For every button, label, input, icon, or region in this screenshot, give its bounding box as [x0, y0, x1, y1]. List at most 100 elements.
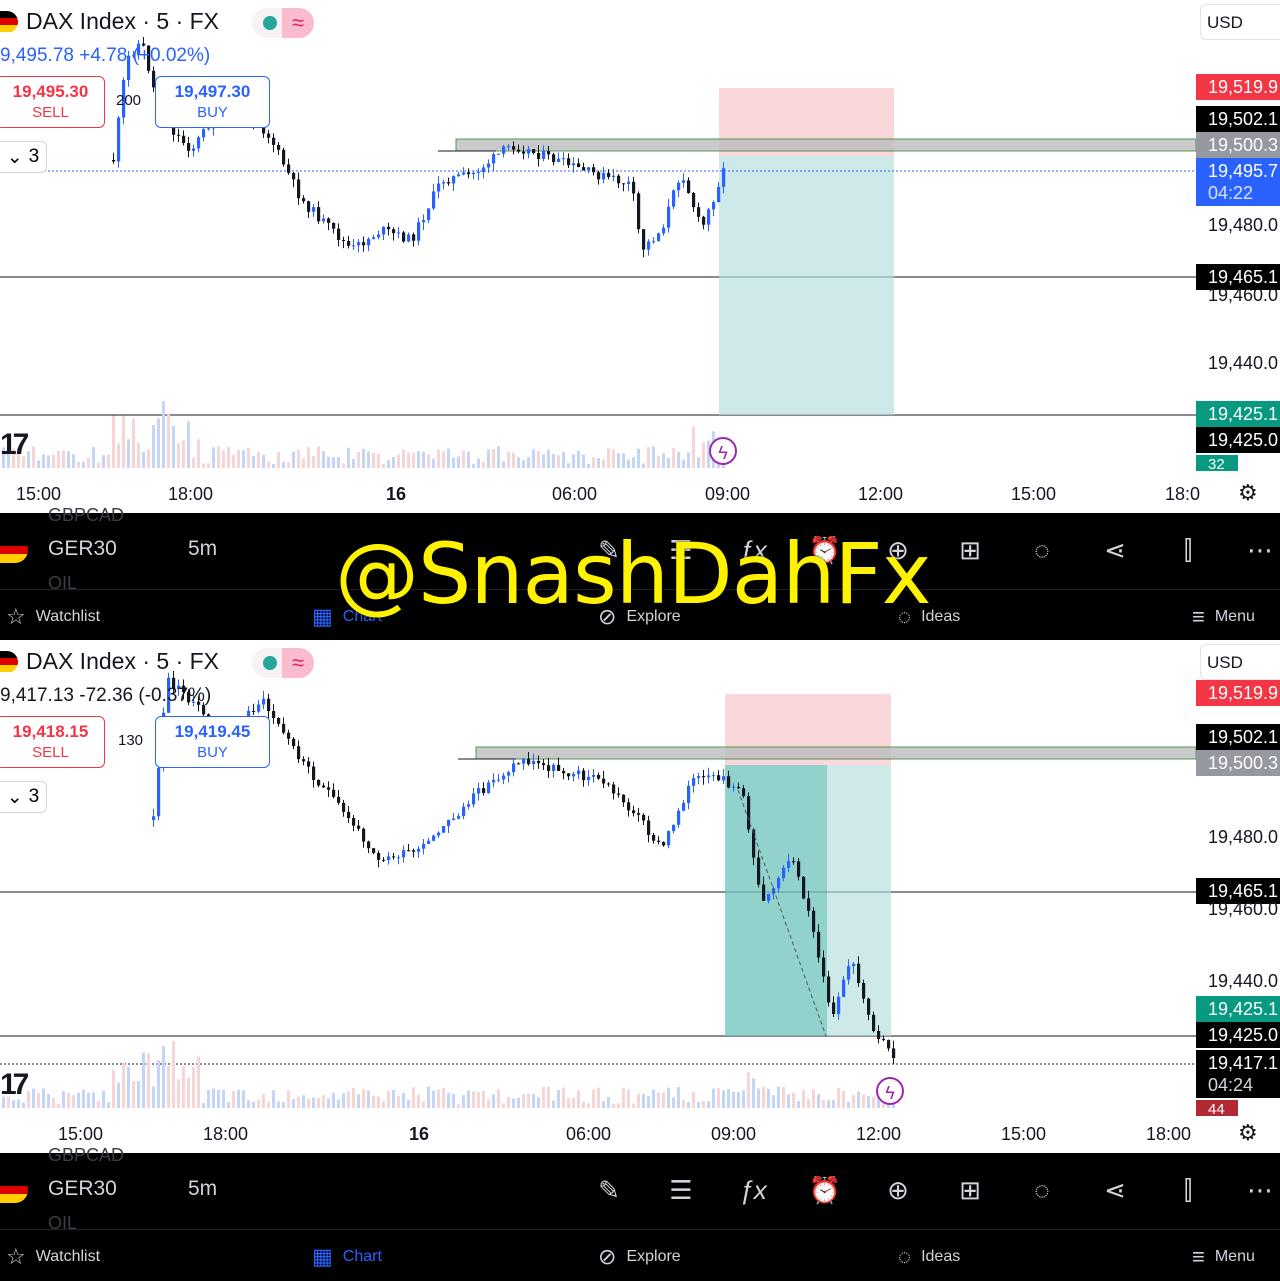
symbol-title[interactable]: DAX Index · 5 · FX — [0, 648, 219, 675]
nav-watchlist[interactable]: ☆ Watchlist — [6, 604, 101, 629]
volume-bar — [127, 439, 130, 468]
indicators-toggle[interactable]: ⌄ 3 — [0, 781, 47, 813]
candle-body — [562, 158, 566, 160]
chart-panel-top[interactable]: DAX Index · 5 · FX ≈ 9,495.78 +4.78 (+0.… — [0, 0, 1280, 513]
fx-icon[interactable]: ƒx — [739, 1175, 767, 1205]
market-status-pill[interactable]: ≈ — [252, 8, 314, 38]
price-label: 19,502.1 — [1196, 106, 1280, 132]
symbol-selector[interactable]: GER30 — [48, 537, 117, 560]
candle-body — [777, 878, 781, 889]
candle-body — [727, 776, 731, 788]
indicators-toggle[interactable]: ⌄ 3 — [0, 141, 47, 173]
candle-body — [282, 723, 286, 733]
nav-menu[interactable]: ≡ Menu — [1192, 1244, 1255, 1269]
volume-bar — [562, 1087, 565, 1108]
symbol-title[interactable]: DAX Index · 5 · FX — [0, 8, 219, 35]
candles-icon[interactable]: ⫿ — [1183, 1175, 1193, 1205]
lightning-icon[interactable]: ϟ — [709, 437, 737, 465]
nav-explore[interactable]: ⊘ Explore — [598, 1244, 681, 1269]
plus-circle-icon[interactable]: ⊕ — [887, 535, 909, 565]
price-label: 19,500.3 — [1196, 750, 1280, 776]
nav-chart[interactable]: ▦ Chart — [312, 604, 382, 629]
volume-bar — [787, 1094, 790, 1108]
compass-icon: ⊘ — [598, 604, 617, 629]
candles-icon[interactable]: ⫿ — [1183, 535, 1193, 565]
candle-body — [367, 841, 371, 849]
market-status-pill[interactable]: ≈ — [252, 648, 314, 678]
bulb-icon[interactable]: ◌ — [1034, 535, 1050, 565]
timeframe-selector[interactable]: 5m — [188, 537, 218, 560]
candle-body — [152, 70, 156, 88]
volume-bar — [452, 1093, 455, 1108]
candle-body — [642, 229, 646, 250]
volume-bar — [357, 1094, 360, 1108]
candle-body — [352, 245, 356, 247]
sell-button[interactable]: 19,495.30 SELL — [0, 76, 105, 128]
time-label: 18:00 — [168, 484, 214, 504]
nav-explore[interactable]: ⊘ Explore — [598, 604, 681, 629]
time-label: 09:00 — [711, 1124, 757, 1144]
nav-chart[interactable]: ▦ Chart — [312, 1244, 382, 1269]
lightning-icon[interactable]: ϟ — [876, 1077, 904, 1105]
candle-body — [647, 241, 651, 250]
more-icon[interactable]: ⋯ — [1247, 535, 1273, 565]
nav-ideas[interactable]: ◌ Ideas — [898, 604, 961, 629]
price-chart[interactable] — [0, 640, 1196, 1110]
more-icon[interactable]: ⋯ — [1247, 1175, 1273, 1205]
candle-body — [817, 931, 821, 958]
grid-icon[interactable]: ⊞ — [959, 535, 981, 565]
volume-bar — [252, 455, 255, 468]
plus-circle-icon[interactable]: ⊕ — [887, 1175, 909, 1205]
alarm-icon[interactable]: ⏰ — [808, 1175, 842, 1205]
candle-body — [517, 149, 521, 152]
candle-body — [492, 779, 496, 783]
volume-bar — [667, 1087, 670, 1108]
candle-body — [277, 144, 281, 150]
sell-button[interactable]: 19,418.15 SELL — [0, 716, 105, 768]
alarm-icon[interactable]: ⏰ — [808, 535, 842, 565]
candle-body — [202, 704, 206, 715]
candle-body — [687, 785, 691, 804]
volume-bar — [107, 454, 110, 468]
candle-body — [492, 154, 496, 164]
candle-body — [342, 802, 346, 812]
volume-bar — [117, 1082, 120, 1108]
pencil-icon[interactable]: ✎ — [598, 1175, 620, 1205]
volume-bar — [77, 461, 80, 468]
volume-bar — [512, 452, 515, 468]
share-icon[interactable]: ⋖ — [1104, 1175, 1126, 1205]
chevron-down-icon: ⌄ — [6, 786, 23, 808]
volume-bar — [512, 1098, 515, 1108]
candle-body — [472, 172, 476, 175]
volume-bar — [602, 459, 605, 468]
currency-selector[interactable]: USD — [1200, 644, 1280, 680]
nav-ideas[interactable]: ◌ Ideas — [898, 1244, 961, 1269]
bulb-icon: ◌ — [898, 604, 912, 629]
notes-icon[interactable]: ☰ — [669, 1175, 693, 1205]
volume-bar — [392, 1090, 395, 1108]
fx-icon[interactable]: ƒx — [739, 535, 767, 565]
timeframe-selector[interactable]: 5m — [188, 1177, 218, 1200]
volume-bar — [687, 452, 690, 468]
share-icon[interactable]: ⋖ — [1104, 535, 1126, 565]
notes-icon[interactable]: ☰ — [669, 535, 693, 565]
settings-gear-icon[interactable]: ⚙ — [1238, 480, 1258, 505]
currency-selector[interactable]: USD — [1200, 4, 1280, 40]
grid-icon[interactable]: ⊞ — [959, 1175, 981, 1205]
pencil-icon[interactable]: ✎ — [598, 535, 620, 565]
volume-bar — [377, 1096, 380, 1108]
price-chart[interactable] — [0, 0, 1196, 470]
volume-bar — [272, 1090, 275, 1108]
chart-panel-bottom[interactable]: DAX Index · 5 · FX ≈ 9,417.13 -72.36 (-0… — [0, 640, 1280, 1153]
volume-bar — [212, 1088, 215, 1108]
bulb-icon[interactable]: ◌ — [1034, 1175, 1050, 1205]
nav-menu[interactable]: ≡ Menu — [1192, 604, 1255, 629]
nav-watchlist[interactable]: ☆ Watchlist — [6, 1244, 101, 1269]
volume-bar — [522, 460, 525, 468]
settings-gear-icon[interactable]: ⚙ — [1238, 1120, 1258, 1145]
symbol-selector[interactable]: GER30 — [48, 1177, 117, 1200]
time-axis[interactable]: 15:00 18:00 16 06:00 09:00 12:00 15:00 18:00 — [0, 1116, 1280, 1152]
time-axis[interactable]: 15:00 18:00 16 06:00 09:00 12:00 15:00 18:0 — [0, 476, 1280, 512]
buy-button[interactable]: 19,419.45 BUY — [155, 716, 270, 768]
buy-button[interactable]: 19,497.30 BUY — [155, 76, 270, 128]
